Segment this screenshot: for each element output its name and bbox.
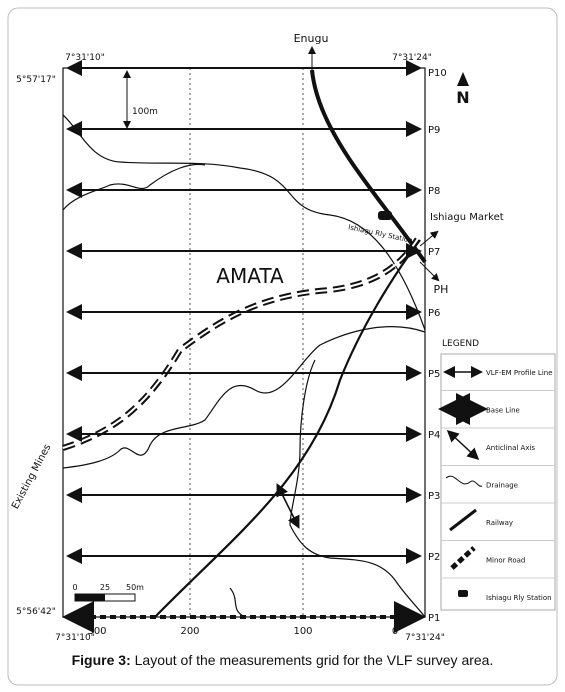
legend-icon (450, 546, 476, 570)
caption: Figure 3: Layout of the measurements gri… (0, 652, 565, 668)
map-frame (62, 67, 426, 618)
scale-label: 50m (126, 583, 144, 592)
caption-label: Figure 3: (71, 652, 131, 668)
legend-label: Railway (486, 519, 513, 527)
coordinate: 5°57'17" (16, 75, 56, 85)
top-label: Enugu (294, 32, 329, 45)
outer-border (7, 7, 558, 686)
place-label: Ishiagu Market (430, 212, 504, 223)
profile-label: P6 (428, 308, 440, 319)
profile-label: P1 (428, 613, 440, 624)
legend-icon (446, 429, 480, 461)
scale-bar (75, 594, 105, 601)
profile-label: P9 (428, 125, 440, 136)
north-label: N (456, 88, 469, 107)
place-label: PH (434, 283, 449, 296)
profile-label: P4 (428, 430, 440, 441)
arrow (419, 261, 440, 282)
coordinate: 7°31'10" (55, 633, 95, 643)
profile-label: P8 (428, 186, 440, 197)
legend-box (440, 353, 556, 611)
profile-label: P5 (428, 369, 440, 380)
legend-title: LEGEND (442, 339, 479, 349)
place-label: Ishiagu Rly Station (348, 223, 414, 244)
spacing-label: 100m (132, 107, 158, 117)
coordinate: 5°56'42" (16, 607, 56, 617)
legend-icon (458, 590, 468, 597)
scale-label: 25 (100, 583, 110, 592)
legend: LEGEND VLF-EM Profile Line Base Line Antic… (438, 339, 556, 611)
legend-icon (449, 508, 477, 532)
legend-label: Anticlinal Axis (486, 444, 535, 452)
profile-label: P3 (428, 491, 440, 502)
legend-label: Ishiagu Rly Station (486, 594, 552, 602)
north-arrow (457, 72, 469, 86)
distance-label: 300 (87, 626, 106, 637)
coordinate: 7°31'24" (405, 633, 445, 643)
profile-label: P7 (428, 247, 440, 258)
legend-label: VLF-EM Profile Line (486, 369, 553, 377)
profile-label: P2 (428, 552, 440, 563)
legend-label: Base Line (486, 407, 520, 415)
legend-label: Minor Road (486, 557, 525, 565)
place-label: Existing Mines (10, 442, 53, 511)
distance-label: 100 (293, 626, 312, 637)
caption-text: Layout of the measurements grid for the … (130, 652, 494, 668)
area-label: AMATA (216, 264, 284, 288)
station-symbol (378, 211, 392, 220)
legend-label: Drainage (486, 482, 518, 490)
profile-label: P10 (428, 68, 447, 79)
coordinate: 7°31'24" (392, 53, 432, 63)
distance-label: 0 (392, 626, 398, 637)
distance-label: 200 (180, 626, 199, 637)
scale-label: 0 (72, 583, 77, 592)
legend-icon (445, 475, 483, 487)
coordinate: 7°31'10" (65, 53, 105, 63)
railway (310, 69, 427, 264)
arrow (419, 230, 439, 247)
